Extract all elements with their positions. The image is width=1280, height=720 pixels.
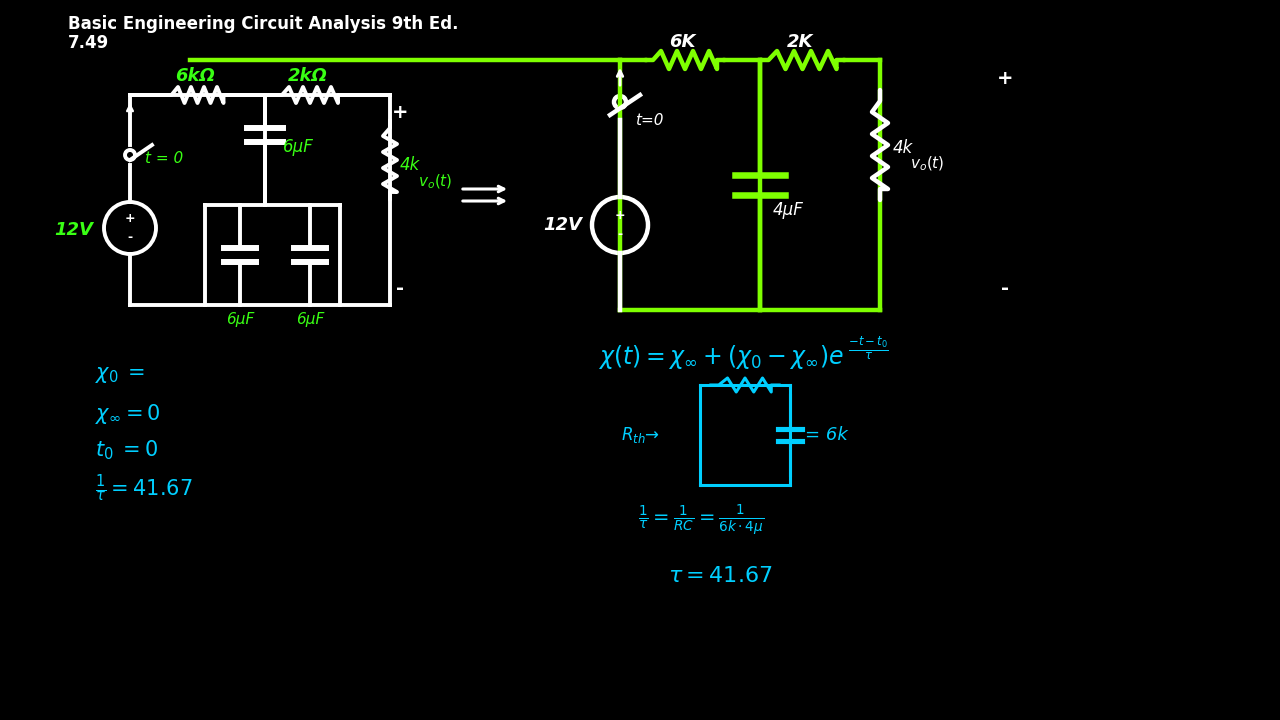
Text: +: + [124, 212, 136, 225]
Text: 2kΩ: 2kΩ [288, 67, 328, 85]
Text: t = 0: t = 0 [145, 150, 183, 166]
Text: -: - [396, 279, 404, 297]
Text: $\tau = 41.67$: $\tau = 41.67$ [668, 566, 773, 586]
Text: 6μF: 6μF [225, 312, 255, 327]
Text: $\chi(t) = \chi_{\infty} + (\chi_0 - \chi_{\infty})e^{\;\frac{-t-t_0}{\tau}}$: $\chi(t) = \chi_{\infty} + (\chi_0 - \ch… [598, 335, 888, 372]
Text: -: - [128, 230, 133, 243]
Text: 6μF: 6μF [283, 138, 314, 156]
Text: = 6k: = 6k [805, 426, 847, 444]
Text: 6K: 6K [668, 33, 695, 51]
Text: 12V: 12V [54, 221, 93, 239]
Text: $\chi_{\infty} = 0$: $\chi_{\infty} = 0$ [95, 402, 160, 426]
Text: 4k: 4k [893, 139, 913, 157]
Text: $\frac{1}{\tau} = 41.67$: $\frac{1}{\tau} = 41.67$ [95, 472, 192, 504]
Text: t=0: t=0 [635, 112, 663, 127]
Text: $\chi_0 \;=$: $\chi_0 \;=$ [95, 365, 145, 385]
Text: 4μF: 4μF [773, 201, 804, 219]
Text: 6μF: 6μF [296, 312, 324, 327]
Text: -: - [617, 228, 622, 241]
Text: $t_0 \;= 0$: $t_0 \;= 0$ [95, 438, 159, 462]
Text: -: - [1001, 279, 1009, 297]
Text: +: + [997, 68, 1014, 88]
Text: $R_{th}$→: $R_{th}$→ [621, 425, 660, 445]
Text: 7.49: 7.49 [68, 34, 109, 52]
Text: 6kΩ: 6kΩ [175, 67, 215, 85]
Text: $v_o(t)$: $v_o(t)$ [419, 173, 453, 192]
Text: +: + [392, 102, 408, 122]
Text: Basic Engineering Circuit Analysis 9th Ed.: Basic Engineering Circuit Analysis 9th E… [68, 15, 458, 33]
Text: 12V: 12V [543, 216, 582, 234]
Text: 4k: 4k [399, 156, 420, 174]
Text: $v_o(t)$: $v_o(t)$ [910, 155, 945, 174]
Text: 2K: 2K [787, 33, 813, 51]
Text: +: + [614, 209, 626, 222]
Text: $\frac{1}{\tau} = \frac{1}{RC} = \frac{1}{6k \cdot 4\mu}$: $\frac{1}{\tau} = \frac{1}{RC} = \frac{1… [637, 503, 764, 537]
